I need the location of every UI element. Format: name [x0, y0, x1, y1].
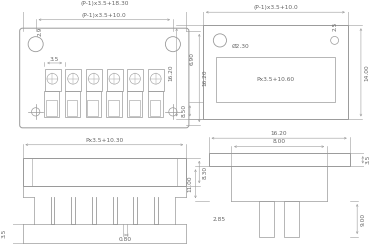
Bar	[203, 25, 348, 119]
Text: 11.00: 11.00	[187, 176, 192, 192]
Bar	[108, 100, 119, 116]
Text: 2.5: 2.5	[332, 22, 337, 31]
Bar	[87, 100, 98, 116]
Bar	[106, 91, 122, 118]
Text: 16.20: 16.20	[203, 70, 207, 86]
Text: 16.20: 16.20	[169, 64, 173, 81]
Bar	[148, 91, 163, 118]
Text: 9.00: 9.00	[360, 212, 365, 226]
Bar	[128, 68, 144, 91]
Text: Px3.5+10.30: Px3.5+10.30	[85, 138, 123, 142]
Bar	[86, 91, 101, 118]
Bar	[150, 100, 160, 116]
Text: 3.5: 3.5	[50, 57, 59, 62]
Text: (P-1)x3.5+10.0: (P-1)x3.5+10.0	[82, 12, 127, 18]
Text: 2.9: 2.9	[38, 26, 43, 36]
Text: 3.5: 3.5	[366, 155, 371, 164]
Text: 6.90: 6.90	[190, 52, 195, 65]
Bar	[65, 68, 81, 91]
Bar	[148, 68, 164, 91]
Bar	[45, 68, 61, 91]
Text: 8.30: 8.30	[203, 166, 207, 178]
Bar	[67, 100, 78, 116]
Text: 14.00: 14.00	[364, 64, 369, 81]
Bar	[65, 91, 80, 118]
Bar	[22, 158, 186, 186]
Text: Px3.5+10.60: Px3.5+10.60	[256, 78, 294, 82]
Text: (P-1)x3.5+18.30: (P-1)x3.5+18.30	[80, 1, 129, 6]
Bar	[46, 100, 57, 116]
Bar	[107, 68, 123, 91]
Text: 16.20: 16.20	[271, 131, 288, 136]
Bar	[216, 57, 335, 102]
Bar	[129, 100, 140, 116]
Text: Ø2.30: Ø2.30	[231, 44, 249, 49]
Bar	[44, 91, 60, 118]
Text: 8.00: 8.00	[273, 140, 286, 144]
Bar	[32, 158, 177, 186]
Text: 8.50: 8.50	[182, 104, 187, 118]
Text: 3.5: 3.5	[1, 228, 6, 238]
Text: (P-1)x3.5+10.0: (P-1)x3.5+10.0	[253, 5, 298, 10]
Bar	[127, 91, 142, 118]
Bar	[209, 153, 350, 166]
Text: 0.80: 0.80	[118, 237, 132, 242]
Text: 2.85: 2.85	[212, 216, 226, 222]
Bar	[259, 201, 275, 237]
Bar	[284, 201, 299, 237]
Bar	[86, 68, 102, 91]
